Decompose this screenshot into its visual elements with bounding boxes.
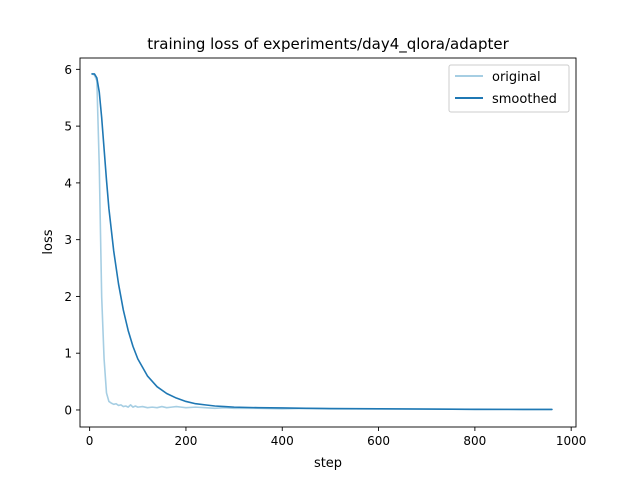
x-tick-label-800: 800 — [463, 434, 486, 448]
series-line-original — [91, 73, 553, 411]
y-tick-label-6: 6 — [64, 63, 72, 77]
y-tick-label-2: 2 — [64, 290, 72, 304]
x-tick-label-1000: 1000 — [556, 434, 587, 448]
plot-area: 0 200 400 600 800 1000 0 1 2 3 4 5 6 — [64, 57, 587, 448]
y-tick-label-0: 0 — [64, 403, 72, 417]
y-axis-label: loss — [41, 229, 56, 254]
series-line-smoothed — [91, 73, 553, 411]
axes-frame — [79, 57, 577, 428]
legend-label-original: original — [492, 70, 541, 85]
x-tick-label-600: 600 — [367, 434, 390, 448]
x-axis-label: step — [314, 456, 342, 471]
y-tick-label-4: 4 — [64, 176, 72, 190]
y-tick-label-5: 5 — [64, 120, 72, 134]
y-tick-label-3: 3 — [64, 233, 72, 247]
y-tick-label-1: 1 — [64, 347, 72, 361]
chart-title: training loss of experiments/day4_qlora/… — [147, 35, 509, 54]
legend: original smoothed — [448, 64, 570, 113]
x-tick-label-0: 0 — [86, 434, 94, 448]
x-tick-label-200: 200 — [174, 434, 197, 448]
legend-label-smoothed: smoothed — [492, 92, 557, 107]
x-tick-label-400: 400 — [271, 434, 294, 448]
